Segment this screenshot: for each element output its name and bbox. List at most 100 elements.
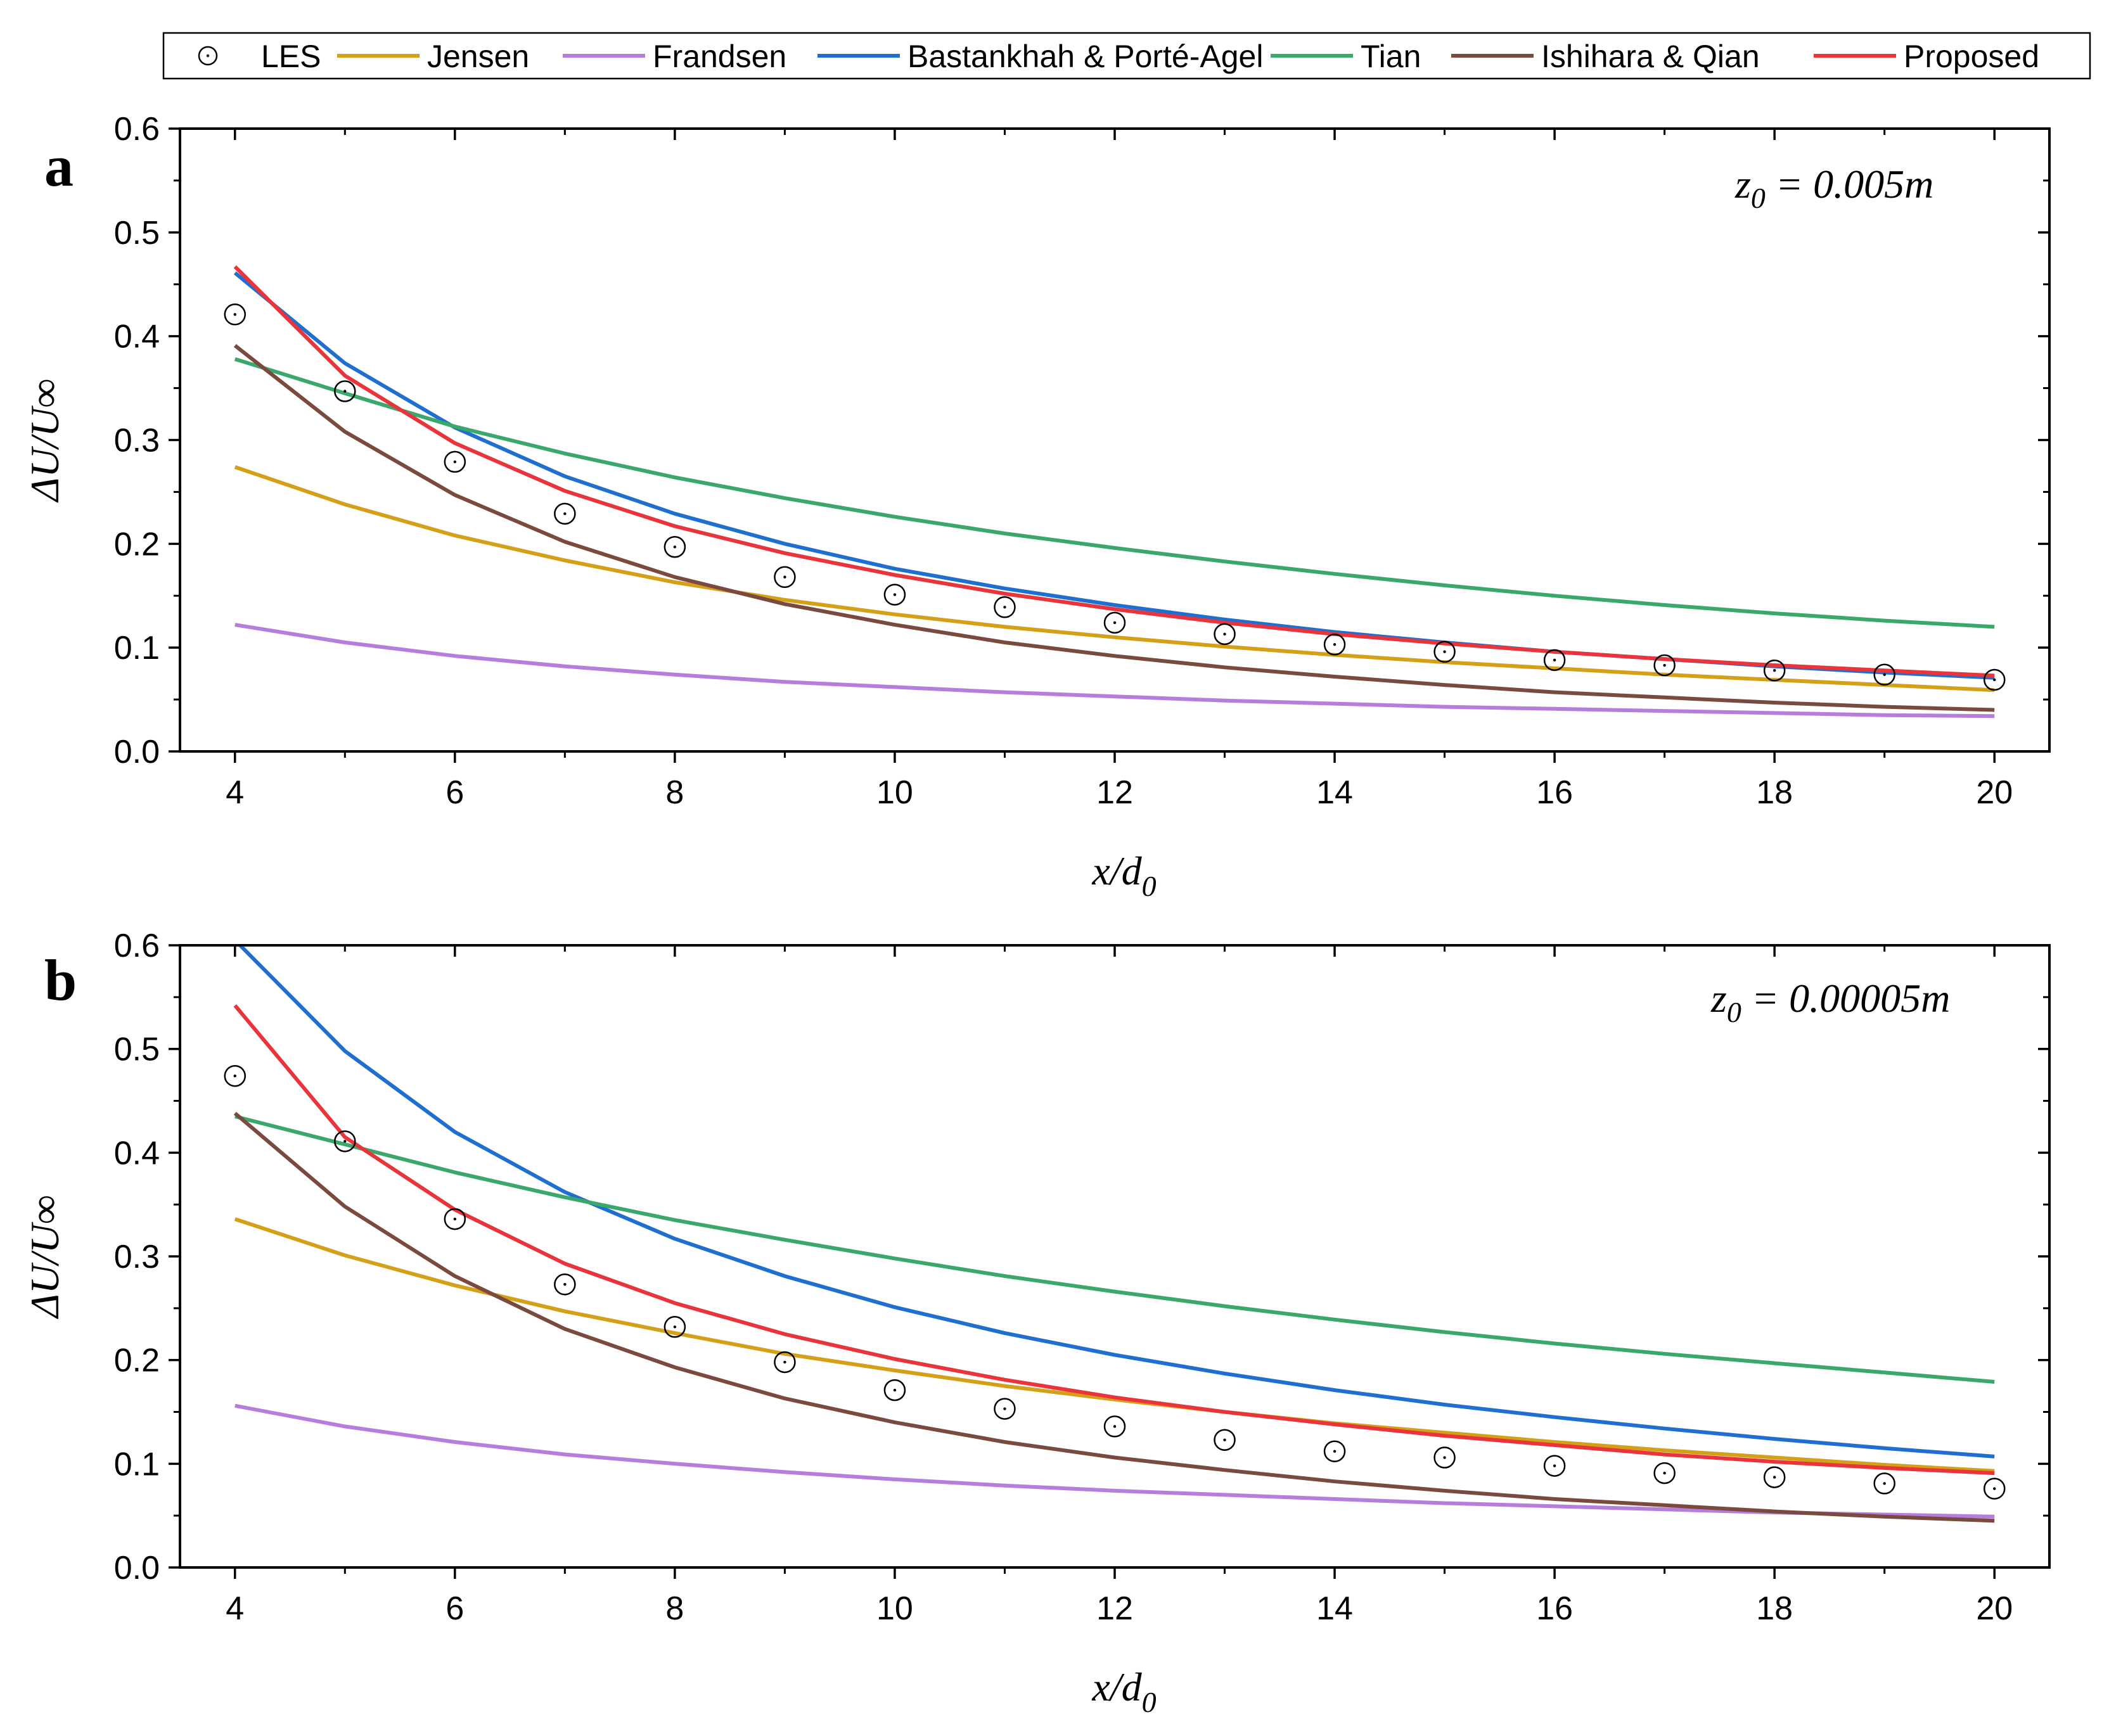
panel-a-les-point-dot	[1883, 673, 1886, 676]
panel-b-les-point-dot	[233, 1075, 236, 1078]
panel-b-les-point	[1214, 1429, 1236, 1451]
panel-b-les-point-dot	[1772, 1476, 1776, 1479]
panel-a-les-point-dot	[1993, 678, 1996, 682]
panel-a-les-point	[774, 566, 796, 589]
panel-a-les-point-dot	[1333, 643, 1337, 646]
panel-b-annotation-main: z	[1710, 976, 1727, 1021]
panel-b: 4 6 8 10 12 14 16 18 200.00.10.20.30.40.50.6x/d0…	[22, 928, 2051, 1718]
panel-b-les-point	[1433, 1446, 1456, 1469]
panel-a-les-point-dot	[783, 575, 786, 578]
panel-b-ytick-label: 0.3	[114, 1239, 160, 1275]
panel-b-series-bastankhah-port-agel-line	[237, 945, 1995, 1458]
panel-a-les-point-dot	[1553, 658, 1556, 662]
panel-b-xtick-label: 18	[1756, 1590, 1793, 1627]
panel-a-les-point-dot	[1223, 632, 1226, 636]
panel-b-les-point	[1653, 1462, 1676, 1484]
panel-a-xtick-label: 16	[1536, 774, 1573, 811]
panel-b-les-point-dot	[1223, 1438, 1226, 1441]
panel-a-x-axis-title-main: x/d	[1091, 848, 1142, 893]
panel-a-xtick-label: 12	[1096, 774, 1133, 811]
panel-b-les-point	[774, 1351, 796, 1374]
panel-a-ytick-label: 0.6	[114, 111, 160, 148]
legend-jensen-label: Jensen	[427, 39, 529, 74]
panel-a-les-point-dot	[1443, 650, 1446, 653]
panel-a-xtick-label: 10	[876, 774, 913, 811]
panel-a-les-point-dot	[563, 512, 567, 516]
panel-a-x-axis-title: x/d0	[1091, 848, 1156, 902]
panel-a-xtick-label: 6	[446, 774, 464, 811]
panel-b-series-ishihara-qian-line	[233, 1111, 1995, 1523]
panel-a-xtick-label: 8	[665, 774, 684, 811]
panel-b-les-point	[554, 1273, 576, 1296]
panel-b-xtick-label: 14	[1316, 1590, 1353, 1627]
panel-a-les-point	[663, 535, 686, 558]
panel-b-les-point	[1983, 1478, 2006, 1500]
panel-a-les-point-dot	[343, 390, 347, 393]
panel-b-les-point-dot	[1663, 1471, 1666, 1475]
panel-a-annotation-rest: = 0.005m	[1766, 162, 1933, 207]
panel-a-les-point	[444, 450, 466, 473]
legend: LES Jensen Frandsen Bastankhah & Porté-Agel…	[162, 32, 2091, 80]
panel-a-les-point-dot	[1003, 606, 1006, 609]
panel-a-annotation-sub: 0	[1751, 182, 1766, 214]
panel-a-xtick-label: 20	[1976, 774, 2013, 811]
panel-b-les-point-dot	[893, 1388, 897, 1392]
panel-b-les-point	[1763, 1466, 1786, 1488]
panel-b-les-point	[334, 1130, 356, 1152]
legend-frame	[162, 32, 2091, 80]
legend-frandsen-label: Frandsen	[653, 39, 786, 74]
legend-ishihara-qian-label: Ishihara & Qian	[1541, 39, 1760, 74]
panel-b-les-point	[1873, 1472, 1895, 1495]
panel-b-les-point	[1543, 1455, 1566, 1477]
panel-b-les-point	[1323, 1440, 1346, 1462]
panel-b-xtick-label: 8	[665, 1590, 684, 1627]
panel-b-les-point	[994, 1398, 1016, 1420]
panel-b-annotation-sub: 0	[1727, 996, 1741, 1028]
panel-a-ytick-label: 0.0	[114, 734, 160, 770]
panel-a-les-point	[1214, 623, 1236, 646]
panel-b-les-point	[224, 1064, 247, 1087]
panel-a-xtick-label: 4	[226, 774, 244, 811]
panel-b-les-point-dot	[563, 1282, 567, 1286]
panel-a-xtick-label: 14	[1316, 774, 1353, 811]
legend-bastankhah-port-agel-label: Bastankhah & Porté-Agel	[907, 39, 1263, 74]
panel-a-les-point-dot	[673, 546, 677, 549]
panel-b-les-point	[663, 1316, 686, 1338]
legend-les-marker-dot	[206, 54, 210, 58]
panel-a-xtick-label: 18	[1756, 774, 1793, 811]
panel-b-les-point	[883, 1379, 906, 1401]
panel-b-ytick-label: 0.5	[114, 1031, 160, 1068]
panel-a-ytick-label: 0.3	[114, 423, 160, 459]
panel-a-les-point-dot	[1113, 621, 1117, 625]
panel-a-ytick-label: 0.2	[114, 526, 160, 563]
panel-a-ytick-label: 0.5	[114, 215, 160, 252]
panel-b-ytick-label: 0.6	[114, 928, 160, 964]
panel-a-les-point-dot	[1772, 669, 1776, 672]
panel-a-series-proposed-line	[233, 265, 1995, 678]
panel-b-y-axis-title: ΔU/U∞	[22, 1195, 67, 1319]
panel-a-x-axis-title-sub: 0	[1142, 870, 1157, 902]
panel-a-series-jensen-line	[234, 465, 1995, 692]
panel-b-annotation: z0 = 0.00005m	[1710, 976, 1950, 1028]
panel-a-annotation: z0 = 0.005m	[1734, 162, 1933, 214]
panel-b-les-point-dot	[1443, 1456, 1446, 1459]
panel-b-xtick-label: 12	[1096, 1590, 1133, 1627]
panel-b-series-proposed-line	[233, 1004, 1995, 1476]
panel-b-les-point-dot	[1553, 1464, 1556, 1467]
panel-b-series-frandsen-line	[234, 1403, 1995, 1519]
panel-a-les-point	[1873, 663, 1895, 686]
panel-b-x-axis-title: x/d0	[1091, 1664, 1156, 1718]
panel-b-plot-area	[224, 945, 2006, 1523]
panel-a-les-point	[994, 596, 1016, 618]
panel-a-les-point	[1323, 634, 1346, 656]
panel-b-les-point-dot	[1993, 1487, 1996, 1490]
panel-a-les-point-dot	[233, 313, 236, 316]
panel-a-les-point	[554, 502, 576, 525]
panel-b-ytick-label: 0.1	[114, 1446, 160, 1483]
panel-a-les-point	[1103, 611, 1126, 634]
panel-a-series-frandsen-line	[234, 623, 1995, 718]
panel-b-x-axis-title-main: x/d	[1091, 1664, 1142, 1709]
panel-a-les-point	[334, 380, 356, 402]
legend-proposed-label: Proposed	[1904, 39, 2039, 74]
